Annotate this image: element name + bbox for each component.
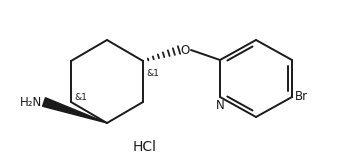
- Text: &1: &1: [146, 69, 159, 78]
- Polygon shape: [43, 98, 107, 123]
- Text: HCl: HCl: [133, 140, 157, 154]
- Text: Br: Br: [295, 90, 308, 103]
- Text: H₂N: H₂N: [20, 96, 42, 109]
- Text: O: O: [180, 44, 190, 56]
- Text: &1: &1: [74, 93, 87, 102]
- Text: N: N: [216, 99, 224, 112]
